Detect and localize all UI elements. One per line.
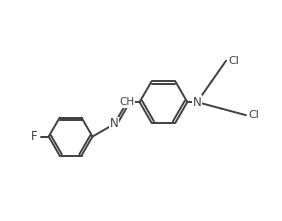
Text: Cl: Cl [248,110,259,120]
Text: N: N [110,117,119,130]
Text: Cl: Cl [228,56,239,66]
Text: N: N [193,95,202,109]
Text: F: F [31,130,38,143]
Text: CH: CH [119,97,135,107]
